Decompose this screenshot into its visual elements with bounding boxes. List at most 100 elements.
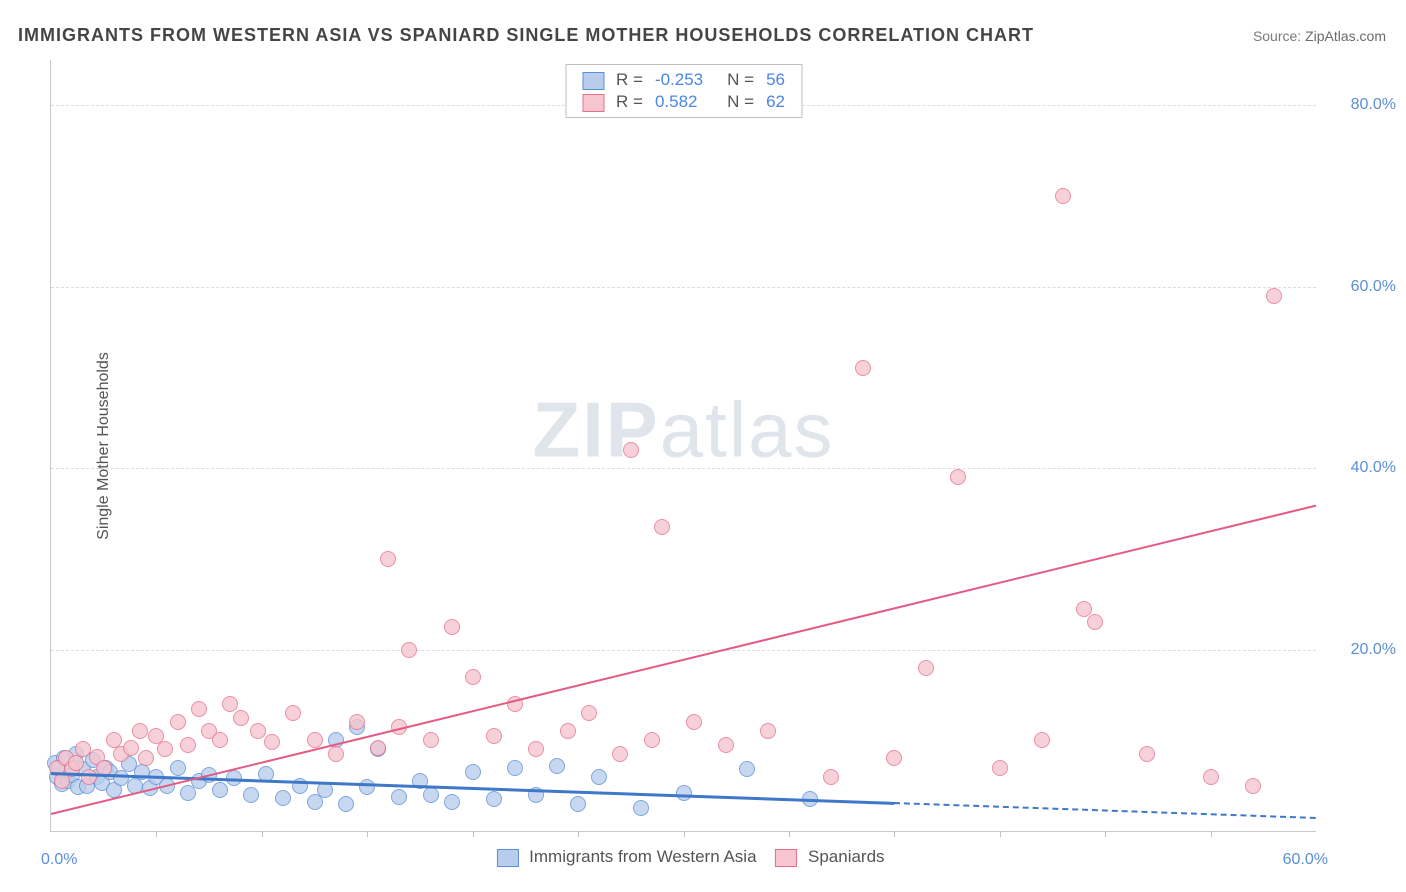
y-tick-label: 60.0% <box>1326 278 1396 296</box>
trend-line <box>51 504 1316 814</box>
data-point-series-1 <box>423 732 439 748</box>
data-point-series-1 <box>465 669 481 685</box>
data-point-series-1 <box>285 705 301 721</box>
legend-row-series-0: R = -0.253 N = 56 <box>576 69 791 91</box>
data-point-series-0 <box>243 787 259 803</box>
watermark-part1: ZIP <box>532 386 659 474</box>
r-label: R = <box>610 69 649 91</box>
x-tick <box>473 831 474 837</box>
data-point-series-1 <box>380 551 396 567</box>
data-point-series-1 <box>612 746 628 762</box>
data-point-series-0 <box>507 760 523 776</box>
n-value-0: 56 <box>760 69 791 91</box>
data-point-series-1 <box>349 714 365 730</box>
data-point-series-1 <box>654 519 670 535</box>
data-point-series-1 <box>191 701 207 717</box>
n-label: N = <box>721 69 760 91</box>
y-tick-label: 80.0% <box>1326 96 1396 114</box>
legend-row-series-1: R = 0.582 N = 62 <box>576 91 791 113</box>
data-point-series-0 <box>444 794 460 810</box>
data-point-series-1 <box>370 740 386 756</box>
data-point-series-1 <box>157 741 173 757</box>
x-axis-max-label: 60.0% <box>1283 851 1328 869</box>
x-tick <box>578 831 579 837</box>
data-point-series-1 <box>918 660 934 676</box>
data-point-series-1 <box>1139 746 1155 762</box>
data-point-series-0 <box>423 787 439 803</box>
data-point-series-0 <box>212 782 228 798</box>
series-0-name: Immigrants from Western Asia <box>529 847 756 866</box>
source-label: Source: <box>1253 28 1301 44</box>
data-point-series-1 <box>307 732 323 748</box>
data-point-series-1 <box>1034 732 1050 748</box>
swatch-series-0-icon <box>496 849 518 867</box>
source-line: Source: ZipAtlas.com <box>1253 28 1386 44</box>
data-point-series-1 <box>1266 288 1282 304</box>
data-point-series-0 <box>359 779 375 795</box>
gridline-h <box>51 287 1316 288</box>
data-point-series-1 <box>222 696 238 712</box>
data-point-series-1 <box>170 714 186 730</box>
gridline-h <box>51 650 1316 651</box>
x-tick <box>1000 831 1001 837</box>
x-tick <box>156 831 157 837</box>
data-point-series-1 <box>1245 778 1261 794</box>
data-point-series-0 <box>739 761 755 777</box>
data-point-series-0 <box>275 790 291 806</box>
x-tick <box>1211 831 1212 837</box>
data-point-series-0 <box>570 796 586 812</box>
data-point-series-1 <box>1087 614 1103 630</box>
data-point-series-1 <box>180 737 196 753</box>
x-tick <box>1105 831 1106 837</box>
data-point-series-1 <box>264 734 280 750</box>
data-point-series-1 <box>760 723 776 739</box>
data-point-series-1 <box>992 760 1008 776</box>
data-point-series-1 <box>528 741 544 757</box>
data-point-series-1 <box>718 737 734 753</box>
y-tick-label: 20.0% <box>1326 641 1396 659</box>
data-point-series-1 <box>823 769 839 785</box>
data-point-series-1 <box>138 750 154 766</box>
chart-plot-area: ZIPatlas R = -0.253 N = 56 R = 0.582 N =… <box>50 60 1316 832</box>
series-legend: Immigrants from Western Asia Spaniards <box>482 847 884 867</box>
data-point-series-1 <box>401 642 417 658</box>
data-point-series-0 <box>676 785 692 801</box>
n-value-1: 62 <box>760 91 791 113</box>
data-point-series-1 <box>1203 769 1219 785</box>
data-point-series-1 <box>686 714 702 730</box>
data-point-series-1 <box>623 442 639 458</box>
n-label: N = <box>721 91 760 113</box>
x-axis-min-label: 0.0% <box>41 851 77 869</box>
swatch-series-1 <box>582 94 604 112</box>
x-tick <box>894 831 895 837</box>
chart-title: IMMIGRANTS FROM WESTERN ASIA VS SPANIARD… <box>18 25 1034 46</box>
data-point-series-1 <box>1055 188 1071 204</box>
data-point-series-1 <box>855 360 871 376</box>
data-point-series-0 <box>465 764 481 780</box>
r-label: R = <box>610 91 649 113</box>
data-point-series-1 <box>233 710 249 726</box>
x-tick <box>262 831 263 837</box>
data-point-series-1 <box>75 741 91 757</box>
data-point-series-1 <box>68 755 84 771</box>
data-point-series-1 <box>132 723 148 739</box>
data-point-series-1 <box>123 740 139 756</box>
x-tick <box>789 831 790 837</box>
source-link[interactable]: ZipAtlas.com <box>1305 28 1386 44</box>
data-point-series-1 <box>950 469 966 485</box>
r-value-0: -0.253 <box>649 69 709 91</box>
data-point-series-0 <box>338 796 354 812</box>
watermark: ZIPatlas <box>532 385 834 476</box>
gridline-h <box>51 468 1316 469</box>
y-tick-label: 40.0% <box>1326 459 1396 477</box>
watermark-part2: atlas <box>660 386 835 474</box>
data-point-series-1 <box>250 723 266 739</box>
data-point-series-0 <box>170 760 186 776</box>
data-point-series-0 <box>591 769 607 785</box>
data-point-series-1 <box>486 728 502 744</box>
data-point-series-1 <box>886 750 902 766</box>
data-point-series-1 <box>560 723 576 739</box>
data-point-series-0 <box>113 770 129 786</box>
series-1-name: Spaniards <box>808 847 885 866</box>
data-point-series-1 <box>581 705 597 721</box>
